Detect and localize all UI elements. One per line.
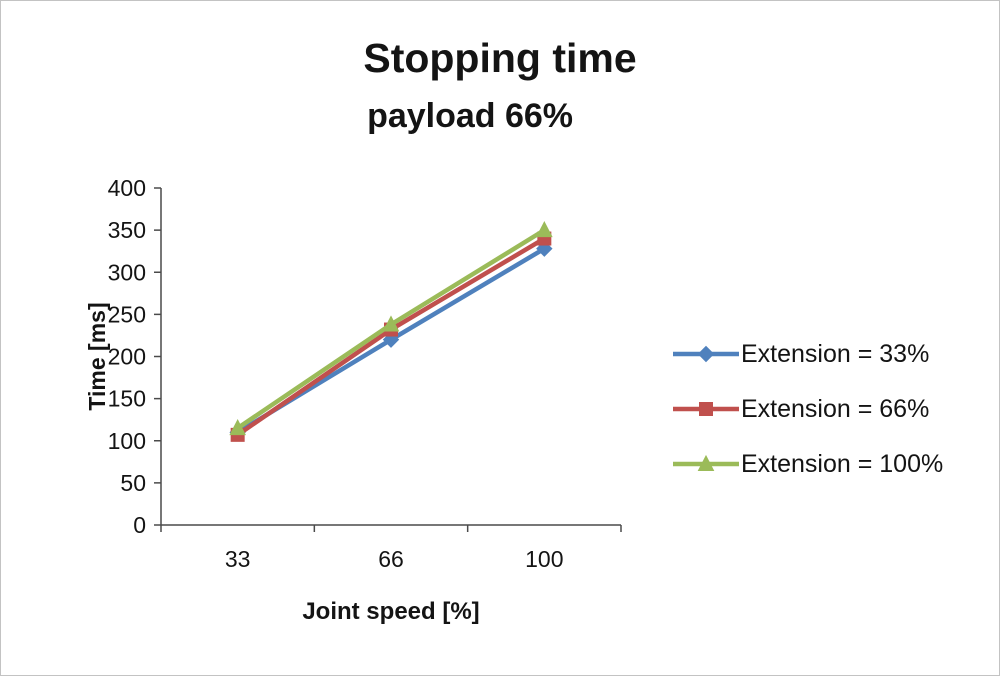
series-marker (699, 402, 713, 416)
x-tick-label: 33 (225, 546, 251, 572)
y-tick-label: 200 (108, 344, 146, 370)
legend-item: Extension = 66% (673, 394, 943, 423)
x-tick-label: 66 (378, 546, 404, 572)
legend: Extension = 33% Extension = 66% Extension … (673, 339, 944, 478)
y-tick-label: 50 (120, 470, 146, 496)
legend-label: Extension = 100% (741, 449, 944, 478)
chart-subtitle: payload 66% (367, 97, 574, 135)
legend-label: Extension = 66% (741, 394, 930, 423)
legend-item: Extension = 100% (673, 449, 944, 478)
y-tick-label: 0 (133, 512, 146, 538)
series-marker (697, 345, 715, 363)
legend-swatch (673, 454, 739, 471)
legend-item: Extension = 33% (673, 339, 943, 368)
y-tick-label: 400 (108, 175, 146, 201)
y-tick-label: 100 (108, 428, 146, 454)
y-tick-label: 350 (108, 217, 146, 243)
y-tick-label: 250 (108, 301, 146, 327)
chart-title: Stopping time (363, 35, 637, 81)
y-tick-label: 150 (108, 386, 146, 412)
x-axis-title: Joint speed [%] (302, 598, 479, 625)
y-axis-title: Time [ms] (84, 302, 110, 410)
legend-label: Extension = 33% (741, 339, 930, 368)
legend-swatch (673, 402, 739, 416)
series-marker (697, 454, 715, 471)
y-tick-label: 300 (108, 259, 146, 285)
series-marker (536, 221, 553, 238)
series-marker (382, 315, 400, 332)
x-tick-label: 100 (525, 546, 563, 572)
legend-swatch (673, 345, 739, 363)
series-marker (229, 419, 246, 436)
